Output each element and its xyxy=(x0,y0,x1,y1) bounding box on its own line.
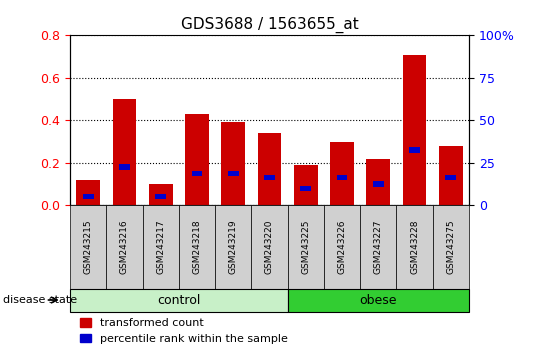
Bar xyxy=(185,114,209,205)
Bar xyxy=(433,205,469,289)
Text: GSM243228: GSM243228 xyxy=(410,220,419,274)
Bar xyxy=(149,184,172,205)
Bar xyxy=(228,171,239,176)
Bar xyxy=(179,205,215,289)
Bar xyxy=(337,175,347,181)
Bar xyxy=(367,159,390,205)
Bar xyxy=(360,205,396,289)
Text: obese: obese xyxy=(360,293,397,307)
Bar xyxy=(373,181,384,187)
Text: GSM243216: GSM243216 xyxy=(120,219,129,274)
Text: GSM243215: GSM243215 xyxy=(84,219,93,274)
Bar xyxy=(288,289,469,312)
Bar xyxy=(251,205,288,289)
Text: GSM243275: GSM243275 xyxy=(446,219,455,274)
Text: GSM243220: GSM243220 xyxy=(265,220,274,274)
Bar xyxy=(294,165,317,205)
Text: GSM243225: GSM243225 xyxy=(301,220,310,274)
Bar xyxy=(288,205,324,289)
Bar xyxy=(396,205,433,289)
Text: GSM243219: GSM243219 xyxy=(229,219,238,274)
Bar xyxy=(409,147,420,153)
Legend: transformed count, percentile rank within the sample: transformed count, percentile rank withi… xyxy=(75,314,292,348)
Text: GSM243218: GSM243218 xyxy=(192,219,202,274)
Bar xyxy=(439,146,462,205)
Bar xyxy=(264,175,275,181)
Bar xyxy=(300,185,311,191)
Bar xyxy=(113,99,136,205)
Bar xyxy=(446,175,456,181)
Bar xyxy=(143,205,179,289)
Bar xyxy=(222,122,245,205)
Title: GDS3688 / 1563655_at: GDS3688 / 1563655_at xyxy=(181,16,358,33)
Bar xyxy=(83,194,93,199)
Bar xyxy=(403,55,426,205)
Bar xyxy=(77,180,100,205)
Text: GSM243226: GSM243226 xyxy=(337,220,347,274)
Bar xyxy=(258,133,281,205)
Bar xyxy=(330,142,354,205)
Bar xyxy=(106,205,143,289)
Text: GSM243217: GSM243217 xyxy=(156,219,165,274)
Bar xyxy=(155,194,166,199)
Text: control: control xyxy=(157,293,201,307)
Bar xyxy=(119,164,130,170)
Bar xyxy=(192,171,202,176)
Text: GSM243227: GSM243227 xyxy=(374,220,383,274)
Bar xyxy=(324,205,360,289)
Text: disease state: disease state xyxy=(3,295,77,305)
Bar xyxy=(70,205,106,289)
Bar xyxy=(70,289,288,312)
Bar xyxy=(215,205,251,289)
